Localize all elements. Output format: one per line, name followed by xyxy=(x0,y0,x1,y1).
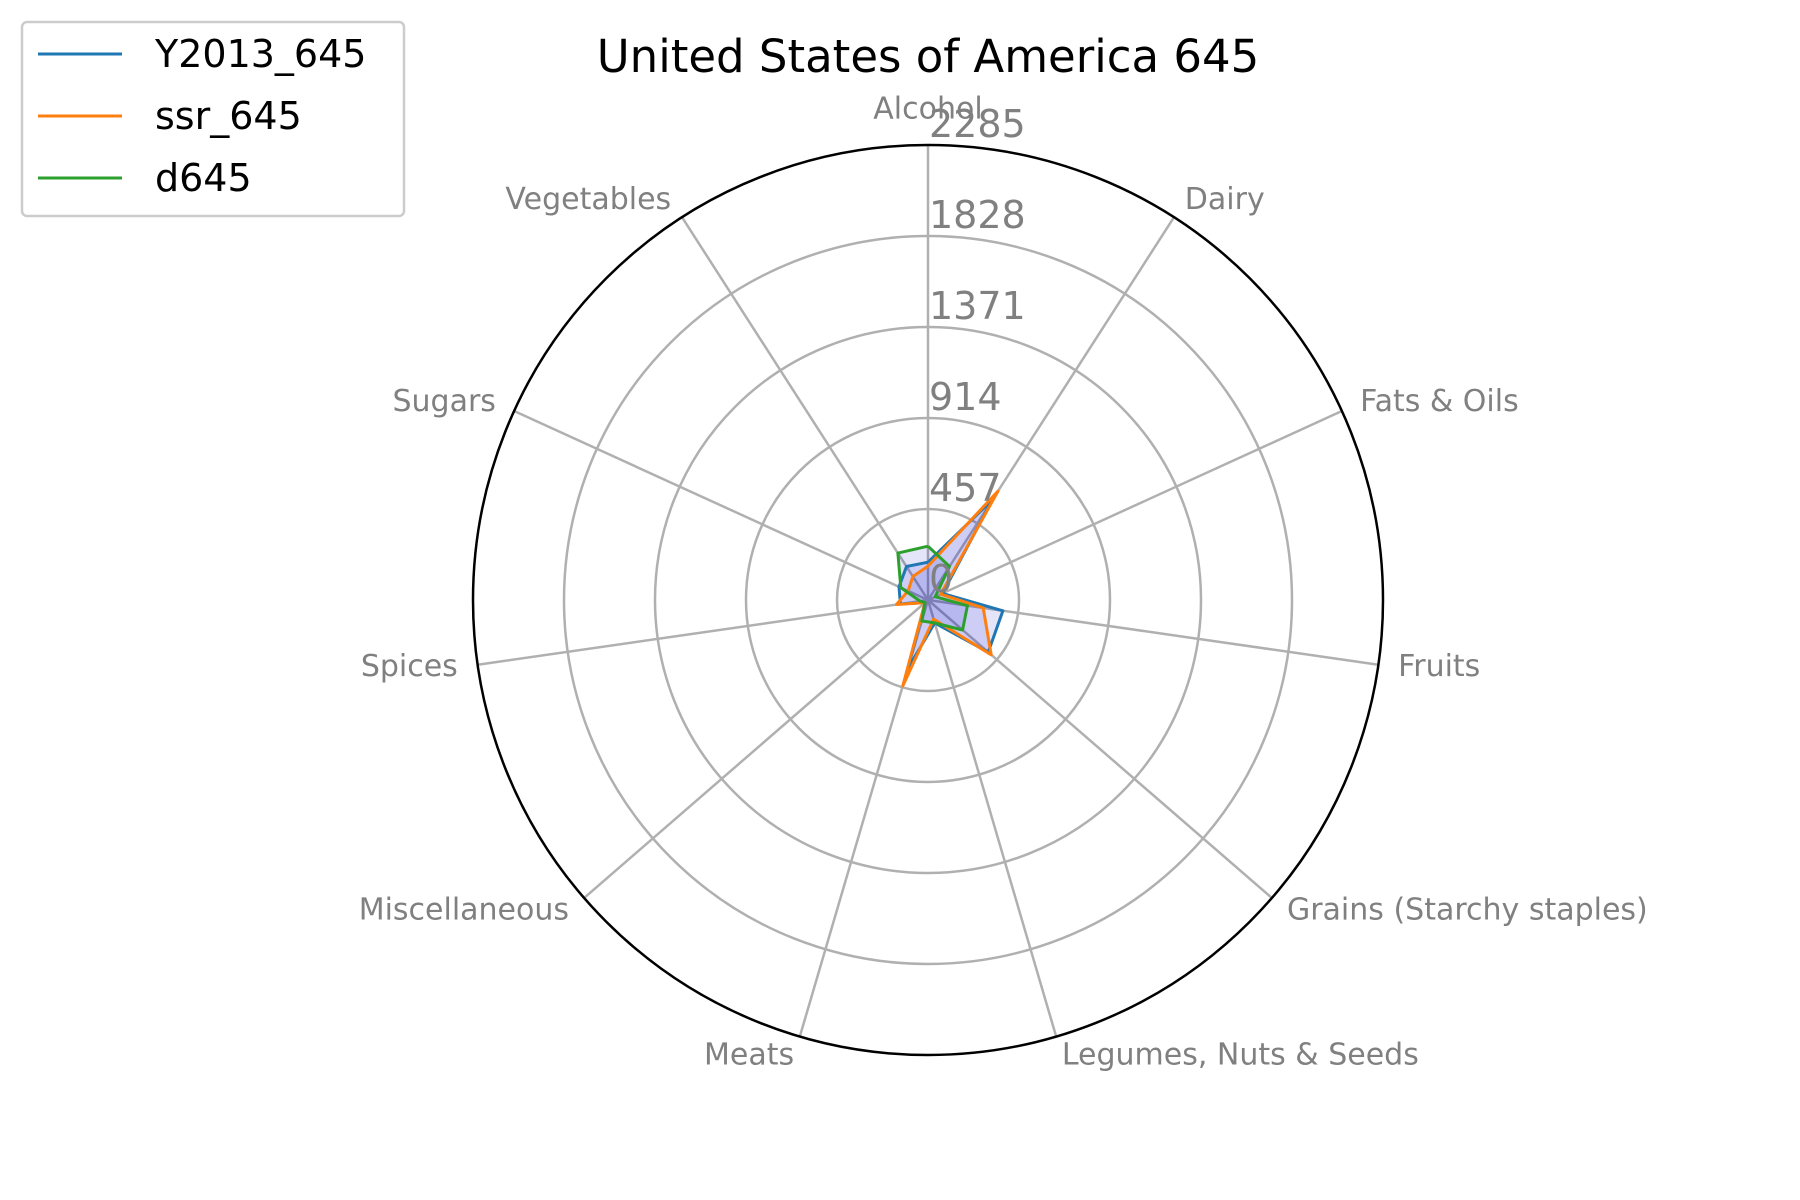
category-labels: Alcohol Dairy Fats & Oils Fruits Grains (Sta… xyxy=(359,92,1648,1073)
legend-label: Y2013_645 xyxy=(154,32,366,76)
category-label: Alcohol xyxy=(873,92,982,127)
grid-spoke xyxy=(926,216,1176,601)
radial-tick-label: 0 xyxy=(929,557,953,601)
category-label: Legumes, Nuts & Seeds xyxy=(1062,1037,1419,1072)
grid-spoke xyxy=(583,599,929,899)
outer-circle xyxy=(471,143,1385,1057)
legend-label: d645 xyxy=(155,156,252,200)
legend: Y2013_645 ssr_645 d645 xyxy=(20,20,406,218)
chart-title: United States of America 645 xyxy=(597,30,1260,83)
series-lines xyxy=(895,489,1005,688)
grid-spoke xyxy=(477,598,929,666)
category-label: Fats & Oils xyxy=(1360,384,1519,419)
category-label: Vegetables xyxy=(505,182,671,217)
series-fill xyxy=(896,491,998,686)
category-label: Meats xyxy=(704,1037,794,1072)
outer-frame xyxy=(471,143,1385,1057)
series-line xyxy=(895,489,1000,688)
radial-tick-label: 914 xyxy=(929,375,1002,419)
category-label: Fruits xyxy=(1398,649,1480,684)
series-fill xyxy=(899,499,1003,669)
series-fill xyxy=(897,546,968,630)
category-label: Dairy xyxy=(1185,182,1265,217)
radial-tick-label: 1828 xyxy=(929,193,1026,237)
category-label: Spices xyxy=(361,649,458,684)
grid-spoke xyxy=(680,216,930,601)
polar-grid xyxy=(477,145,1379,1037)
series-line xyxy=(896,544,969,632)
category-label: Sugars xyxy=(392,384,495,419)
radial-tick-label: 457 xyxy=(929,466,1002,510)
series-fills xyxy=(896,491,1003,686)
grid-spoke xyxy=(927,409,1343,602)
legend-frame xyxy=(20,20,406,218)
category-label: Miscellaneous xyxy=(359,893,569,928)
radial-tick-label: 2285 xyxy=(929,102,1026,146)
radial-tick-label: 1371 xyxy=(929,284,1026,328)
grid-spoke xyxy=(926,599,1058,1037)
legend-label: ssr_645 xyxy=(155,94,302,138)
category-label: Grains (Starchy staples) xyxy=(1287,893,1648,928)
radial-tick-labels: 0 457 914 1371 1828 2285 xyxy=(929,102,1026,601)
grid-spoke xyxy=(513,409,929,602)
